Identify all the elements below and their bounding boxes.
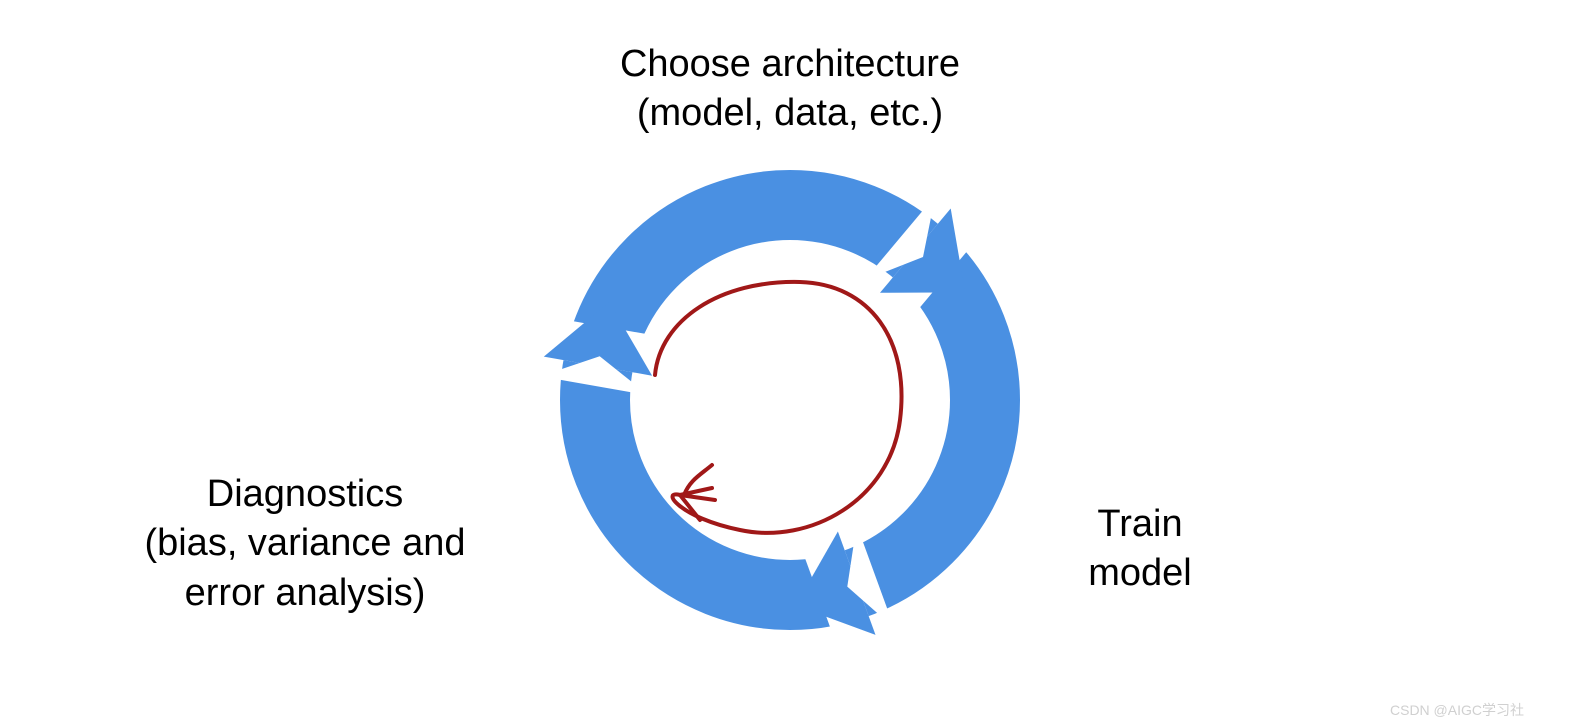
- label-line: model: [1088, 552, 1192, 594]
- watermark-text: CSDN @AIGC学习社: [1390, 700, 1524, 720]
- label-line: Diagnostics: [207, 473, 403, 515]
- label-line: error analysis): [185, 572, 426, 614]
- label-train-model: Train model: [1040, 500, 1240, 599]
- label-line: Choose architecture: [620, 43, 960, 85]
- label-diagnostics: Diagnostics (bias, variance and error an…: [70, 470, 540, 618]
- label-line: Train: [1097, 503, 1182, 545]
- inner-scribble: [655, 282, 902, 533]
- label-choose-architecture: Choose architecture (model, data, etc.): [540, 40, 1040, 139]
- cycle-ring: [540, 196, 1000, 658]
- label-line: (bias, variance and: [144, 522, 465, 564]
- label-line: (model, data, etc.): [637, 92, 943, 134]
